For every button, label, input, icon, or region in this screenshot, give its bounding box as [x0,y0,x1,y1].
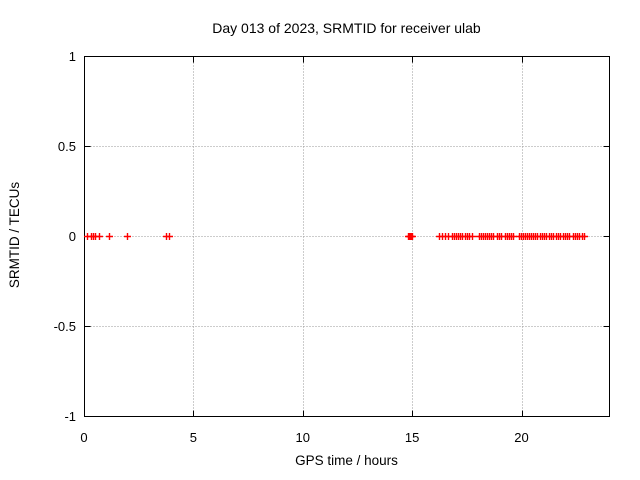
x-tick-label: 20 [514,430,529,445]
y-tick-label: -0.5 [53,319,76,334]
y-tick-label: 0 [68,229,76,244]
data-point-marker [469,233,476,240]
x-tick-label: 5 [189,430,197,445]
data-point-marker [96,233,103,240]
y-tick-label: 1 [68,49,76,64]
y-tick-label: 0.5 [57,139,76,154]
x-tick-label: 0 [80,430,88,445]
x-tick-label: 15 [404,430,420,445]
data-point-marker [581,233,588,240]
data-point-marker [124,233,131,240]
data-point-marker [166,233,173,240]
chart-title: Day 013 of 2023, SRMTID for receiver ula… [212,20,481,36]
x-axis-label: GPS time / hours [295,453,398,468]
x-tick-label: 10 [295,430,310,445]
data-point-marker [510,233,517,240]
data-point-marker [106,233,113,240]
y-tick-label: -1 [64,409,76,424]
data-point-marker [409,233,416,240]
